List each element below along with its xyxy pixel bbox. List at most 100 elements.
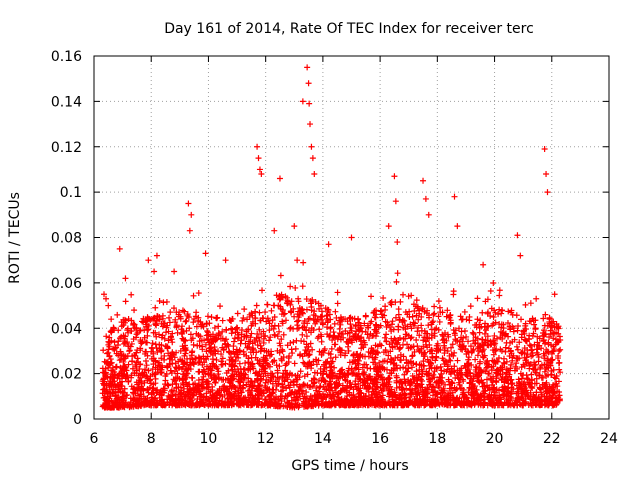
- data-point: [142, 323, 149, 330]
- data-point: [453, 401, 460, 408]
- data-point-peak: [258, 170, 265, 177]
- data-point: [248, 310, 255, 317]
- data-point: [529, 350, 536, 357]
- data-point: [483, 376, 490, 383]
- data-point: [527, 400, 534, 407]
- data-point: [421, 327, 428, 334]
- data-point: [206, 320, 213, 327]
- data-point: [387, 299, 394, 306]
- data-points: [99, 64, 564, 411]
- data-point: [475, 399, 482, 406]
- data-point: [555, 348, 562, 355]
- data-point: [524, 346, 531, 353]
- data-point: [124, 327, 131, 334]
- data-point: [159, 387, 166, 394]
- data-point: [473, 386, 480, 393]
- data-point: [541, 368, 548, 375]
- data-point-peak: [425, 211, 432, 218]
- x-tick-label: 8: [147, 431, 156, 447]
- y-axis: 0 0.02 0.04 0.06 0.08 0.1 0.12 0.14 0.16: [51, 49, 609, 428]
- data-point: [479, 347, 486, 354]
- data-point: [114, 311, 121, 318]
- data-point: [256, 309, 263, 316]
- data-point: [437, 363, 444, 370]
- data-point: [127, 402, 134, 409]
- data-point: [392, 355, 399, 362]
- data-point: [120, 373, 127, 380]
- data-point: [150, 329, 157, 336]
- data-point: [500, 359, 507, 366]
- data-point-peak: [544, 189, 551, 196]
- data-point: [181, 352, 188, 359]
- data-point: [118, 368, 125, 375]
- data-point: [484, 323, 491, 330]
- data-point: [528, 377, 535, 384]
- data-point: [532, 317, 539, 324]
- data-point: [485, 384, 492, 391]
- data-point: [134, 347, 141, 354]
- data-point: [421, 388, 428, 395]
- data-point: [498, 307, 505, 314]
- data-point: [544, 348, 551, 355]
- data-point: [418, 322, 425, 329]
- data-point-peak: [514, 232, 521, 239]
- data-point: [374, 379, 381, 386]
- data-point: [345, 371, 352, 378]
- data-point: [498, 376, 505, 383]
- data-point: [507, 347, 514, 354]
- data-point: [142, 366, 149, 373]
- data-point: [350, 333, 357, 340]
- data-point: [533, 375, 540, 382]
- data-point: [317, 302, 324, 309]
- data-point: [228, 325, 235, 332]
- data-point: [531, 341, 538, 348]
- data-point: [490, 337, 497, 344]
- data-point: [231, 384, 238, 391]
- data-point: [328, 345, 335, 352]
- data-point: [300, 338, 307, 345]
- data-point: [522, 322, 529, 329]
- data-point: [182, 392, 189, 399]
- data-point: [301, 382, 308, 389]
- data-point: [256, 368, 263, 375]
- data-point: [500, 325, 507, 332]
- data-point: [137, 361, 144, 368]
- data-point: [269, 317, 276, 324]
- data-point: [183, 361, 190, 368]
- data-point: [506, 323, 513, 330]
- data-point: [382, 303, 389, 310]
- data-point-peak: [276, 175, 283, 182]
- data-point: [166, 319, 173, 326]
- data-point: [411, 322, 418, 329]
- data-point: [241, 306, 248, 313]
- data-point: [547, 330, 554, 337]
- data-point: [370, 380, 377, 387]
- data-point: [223, 326, 230, 333]
- data-point: [401, 392, 408, 399]
- data-point: [395, 311, 402, 318]
- data-point: [488, 341, 495, 348]
- data-point: [188, 337, 195, 344]
- data-point: [505, 333, 512, 340]
- data-point: [105, 341, 112, 348]
- data-point: [217, 303, 224, 310]
- data-point: [541, 352, 548, 359]
- data-point: [376, 389, 383, 396]
- data-point: [219, 328, 226, 335]
- data-point: [418, 349, 425, 356]
- data-point: [324, 383, 331, 390]
- data-point: [306, 351, 313, 358]
- data-point: [322, 398, 329, 405]
- data-point: [169, 330, 176, 337]
- data-point: [499, 366, 506, 373]
- data-point: [300, 359, 307, 366]
- data-point: [178, 366, 185, 373]
- data-point: [212, 336, 219, 343]
- data-point: [181, 308, 188, 315]
- data-point: [193, 323, 200, 330]
- data-point: [491, 341, 498, 348]
- data-point: [465, 338, 472, 345]
- data-point: [446, 314, 453, 321]
- data-point: [459, 402, 466, 409]
- data-point: [500, 402, 507, 409]
